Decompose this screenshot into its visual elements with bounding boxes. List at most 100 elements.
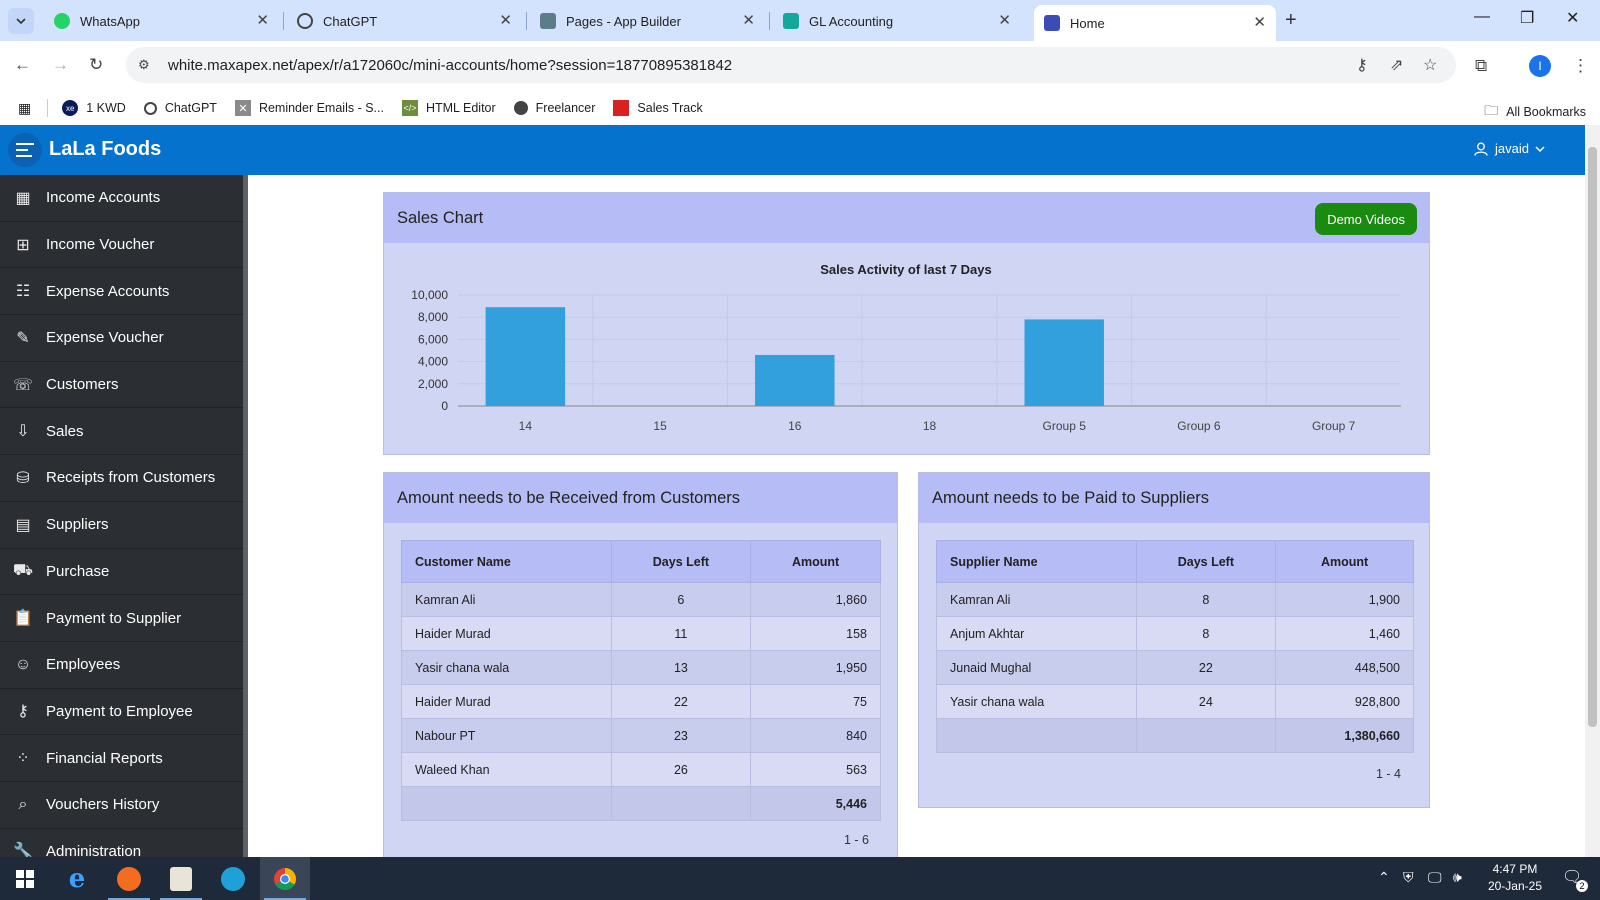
sidebar-item-receipts-from-customers[interactable]: ⛁ Receipts from Customers xyxy=(0,455,248,502)
sidebar-scrollbar[interactable] xyxy=(243,175,248,857)
forward-arrow-icon[interactable]: → xyxy=(52,55,69,74)
sidebar-item-expense-voucher[interactable]: ✎ Expense Voucher xyxy=(0,315,248,362)
sidebar-item-administration[interactable]: 🔧 Administration xyxy=(0,829,248,857)
x-tick-label: Group 5 xyxy=(1043,419,1087,433)
minimize-icon[interactable]: — xyxy=(1474,8,1490,25)
table-row: Nabour PT 23 840 xyxy=(401,718,881,753)
scrollbar-thumb[interactable] xyxy=(1588,147,1597,727)
bookmark-xe[interactable]: xe 1 KWD xyxy=(62,100,126,116)
y-tick-label: 0 xyxy=(441,399,448,413)
demo-videos-button[interactable]: Demo Videos xyxy=(1315,203,1417,235)
close-tab-icon[interactable]: ✕ xyxy=(1253,14,1266,31)
bar-16[interactable] xyxy=(755,354,835,406)
taskbar-java[interactable] xyxy=(156,857,206,900)
list-grid-icon: ☷ xyxy=(15,283,31,301)
chatgpt-icon xyxy=(297,13,313,29)
bookmark-freelancer[interactable]: Freelancer xyxy=(513,101,595,115)
restore-icon[interactable]: ❐ xyxy=(1520,10,1535,27)
tab-home[interactable]: Home ✕ xyxy=(1034,5,1276,41)
close-window-icon[interactable]: ✕ xyxy=(1566,10,1580,27)
new-tab-button[interactable]: + xyxy=(1285,9,1297,31)
sidebar-item-suppliers[interactable]: ▤ Suppliers xyxy=(0,502,248,549)
notification-center[interactable]: 🗨 2 xyxy=(1562,867,1588,892)
taskbar-firefox[interactable] xyxy=(104,857,154,900)
windows-logo-icon xyxy=(16,869,34,888)
bar-group-5[interactable] xyxy=(1024,319,1104,406)
close-tab-icon[interactable]: ✕ xyxy=(499,12,512,29)
close-tab-icon[interactable]: ✕ xyxy=(742,12,755,29)
sidebar-item-financial-reports[interactable]: ⁘ Financial Reports xyxy=(0,735,248,782)
volume-icon[interactable]: 🕪 xyxy=(1453,869,1462,885)
column-header-amount[interactable]: Amount xyxy=(1275,540,1414,583)
sidebar-item-purchase[interactable]: ⛟ Purchase xyxy=(0,549,248,596)
sales-chart-header: Sales Chart Demo Videos xyxy=(384,193,1429,243)
column-header-amount[interactable]: Amount xyxy=(750,540,881,583)
column-header-supplier-name[interactable]: Supplier Name xyxy=(936,540,1137,583)
sidebar-item-income-voucher[interactable]: ⊞ Income Voucher xyxy=(0,222,248,269)
firefox-icon xyxy=(117,866,141,891)
system-clock[interactable]: 4:47 PM 20-Jan-25 xyxy=(1488,861,1542,895)
sidebar-item-vouchers-history[interactable]: ⌕ Vouchers History xyxy=(0,782,248,829)
bookmark-reminder-emails[interactable]: ✕ Reminder Emails - S... xyxy=(234,100,384,116)
table-row: Haider Murad 11 158 xyxy=(401,616,881,651)
page-scrollbar[interactable] xyxy=(1585,125,1600,857)
total-amount-cell: 5,446 xyxy=(750,786,881,821)
network-icon[interactable]: 🖵 xyxy=(1428,869,1442,885)
x-tick-label: 15 xyxy=(653,419,667,433)
profile-avatar[interactable]: I xyxy=(1529,55,1551,77)
bookmark-star-icon[interactable]: ☆ xyxy=(1423,57,1438,74)
close-tab-icon[interactable]: ✕ xyxy=(256,12,269,29)
apps-grid-icon[interactable]: ▦ xyxy=(18,99,32,116)
omnibox[interactable]: ⚙ white.maxapex.net/apex/r/a172060c/mini… xyxy=(126,47,1456,83)
start-button[interactable] xyxy=(0,857,50,900)
sidebar-item-expense-accounts[interactable]: ☷ Expense Accounts xyxy=(0,268,248,316)
payable-region: Amount needs to be Paid to Suppliers Sup… xyxy=(918,472,1430,808)
tab-search-button[interactable] xyxy=(8,8,34,34)
extensions-puzzle-icon[interactable]: ⧉ xyxy=(1475,56,1488,75)
tab-gl-accounting[interactable]: GL Accounting ✕ xyxy=(773,6,1021,36)
taskbar-edge[interactable] xyxy=(208,857,258,900)
tab-whatsapp[interactable]: WhatsApp ✕ xyxy=(44,6,279,36)
bookmark-html-editor[interactable]: </> HTML Editor xyxy=(401,100,496,116)
sidebar-item-employees[interactable]: ☺ Employees xyxy=(0,642,248,689)
close-tab-icon[interactable]: ✕ xyxy=(998,12,1011,29)
back-arrow-icon[interactable]: ← xyxy=(14,55,31,74)
security-shield-icon[interactable]: ⛨ xyxy=(1403,869,1414,885)
taskbar-chrome[interactable] xyxy=(260,857,310,900)
password-key-icon[interactable]: ⚷ xyxy=(1356,57,1368,74)
site-settings-icon[interactable]: ⚙ xyxy=(138,57,150,72)
sidebar-item-sales[interactable]: ⇩ Sales xyxy=(0,408,248,456)
open-in-app-icon[interactable]: ⇗ xyxy=(1390,57,1404,74)
sidebar-item-customers[interactable]: ☏ Customers xyxy=(0,362,248,409)
payable-header: Amount needs to be Paid to Suppliers xyxy=(919,473,1429,523)
y-tick-label: 4,000 xyxy=(418,355,448,369)
tab-app-builder[interactable]: Pages - App Builder ✕ xyxy=(530,6,765,36)
sidebar-item-income-accounts[interactable]: ▦ Income Accounts xyxy=(0,175,248,222)
menu-toggle-button[interactable] xyxy=(8,133,42,167)
kebab-menu-icon[interactable]: ⋮ xyxy=(1572,56,1589,75)
receivable-table: Customer Name Days Left Amount Kamran Al… xyxy=(401,540,881,821)
bar-14[interactable] xyxy=(485,307,566,406)
user-menu[interactable]: javaid xyxy=(1474,141,1545,156)
app-header: LaLa Foods javaid xyxy=(0,125,1585,175)
sidebar-item-label: Financial Reports xyxy=(46,749,163,767)
column-header-days-left[interactable]: Days Left xyxy=(1135,540,1277,583)
supplier-name-cell: Junaid Mughal xyxy=(936,650,1137,685)
folder-icon: 🗀 xyxy=(1484,102,1499,118)
taskbar-internet-explorer[interactable]: e xyxy=(52,857,102,900)
reload-icon[interactable]: ↻ xyxy=(89,55,104,74)
sidebar-item-payment-to-employee[interactable]: ⚷ Payment to Employee xyxy=(0,689,248,736)
column-header-customer-name[interactable]: Customer Name xyxy=(401,540,612,583)
sidebar-item-payment-to-supplier[interactable]: 📋 Payment to Supplier xyxy=(0,595,248,642)
show-hidden-icons-icon[interactable]: ⌃ xyxy=(1378,869,1390,885)
download-tray-icon: ⇩ xyxy=(16,423,30,441)
column-header-days-left[interactable]: Days Left xyxy=(610,540,752,583)
amount-cell: 158 xyxy=(750,616,881,651)
url-text[interactable]: white.maxapex.net/apex/r/a172060c/mini-a… xyxy=(168,56,733,74)
bookmark-sales-track[interactable]: Sales Track xyxy=(613,100,703,116)
app-title[interactable]: LaLa Foods xyxy=(49,138,162,160)
table-row: Kamran Ali 6 1,860 xyxy=(401,582,881,617)
all-bookmarks-button[interactable]: 🗀 All Bookmarks xyxy=(1484,100,1586,124)
tab-chatgpt[interactable]: ChatGPT ✕ xyxy=(287,6,522,36)
bookmark-chatgpt[interactable]: ChatGPT xyxy=(143,101,217,115)
